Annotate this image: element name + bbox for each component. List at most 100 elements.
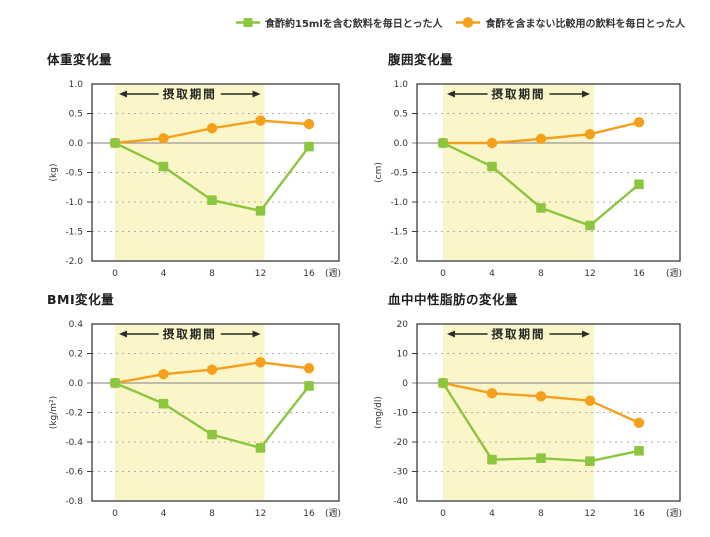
intake-arrow-left-head-icon (447, 330, 455, 338)
legend-label-control: 食酢を含まない比較用の飲料を毎日とった人 (485, 19, 686, 30)
control-data-point (303, 118, 315, 130)
x-tick-label: 8 (209, 269, 215, 279)
y-tick-label: 10 (397, 350, 409, 360)
y-tick-label: -1.0 (390, 198, 408, 208)
y-tick-label: -40 (393, 497, 408, 507)
y-tick-label: -0.4 (65, 438, 83, 448)
vinegar-data-point (634, 179, 644, 190)
chart-title-waist-change: 腹囲変化量 (388, 52, 454, 67)
y-tick-label: -1.5 (390, 228, 408, 238)
y-tick-label: -2.0 (390, 257, 408, 267)
control-data-point (158, 133, 169, 144)
x-tick-label: 16 (303, 509, 315, 519)
control-data-point (584, 128, 596, 140)
control-data-point (535, 133, 547, 145)
intake-period-label: 摂取期間 (163, 327, 217, 341)
x-axis-unit: (週) (325, 268, 341, 279)
legend-label-vinegar: 食酢約15mlを含む飲料を毎日とった人 (265, 19, 443, 30)
control-data-point (303, 363, 315, 374)
x-tick-label: 0 (440, 509, 446, 519)
y-tick-label: 0.0 (69, 379, 84, 389)
y-tick-label: 20 (397, 320, 409, 330)
intake-period-label: 摂取期間 (492, 327, 546, 341)
y-tick-label: 1.0 (394, 80, 409, 90)
y-tick-label: 0.5 (394, 110, 408, 120)
legend-item-vinegar: 食酢約15mlを含む飲料を毎日とった人 (236, 15, 442, 30)
x-tick-label: 4 (161, 509, 167, 519)
x-tick-label: 8 (538, 269, 544, 279)
vinegar-data-point (438, 378, 448, 388)
control-data-point (158, 368, 169, 380)
x-axis-unit: (週) (325, 508, 341, 519)
vinegar-data-point (110, 138, 120, 148)
y-tick-label: 0.0 (394, 139, 409, 149)
vinegar-data-point (304, 141, 314, 152)
intake-arrow-right-head-icon (582, 90, 590, 98)
control-data-point (584, 395, 596, 406)
vinegar-data-point (304, 381, 314, 391)
bmi-change-chart: 摂取期間 0.4 0.2 0.0 -0.2 -0.4 -0.6 -0.8 0 4 8 12 16 (週) (… (49, 320, 341, 519)
y-tick-label: -0.8 (65, 497, 83, 507)
x-tick-label: 12 (584, 269, 595, 279)
control-data-point (486, 388, 498, 399)
triglyceride-change-chart: 摂取期間 20 10 0 -10 -20 -30 -40 0 4 8 12 16 (週) (mg/dl) (374, 320, 682, 519)
waist-change-chart: 摂取期間 1.0 0.5 0.0 -0.5 -1.0 -1.5 -2.0 0 4 8 12 16 (週) (… (374, 80, 682, 279)
intake-period-label: 摂取期間 (163, 87, 217, 101)
y-tick-label: -0.6 (65, 468, 83, 478)
intake-arrow-right-head-icon (582, 330, 590, 338)
x-tick-label: 4 (161, 269, 167, 279)
plot-frame (91, 323, 340, 502)
y-tick-label: -30 (393, 468, 408, 478)
control-data-point (535, 391, 547, 402)
plot-frame (416, 83, 681, 262)
vinegar-data-point (536, 203, 546, 213)
x-tick-label: 4 (489, 269, 495, 279)
x-tick-label: 8 (538, 509, 544, 519)
x-tick-label: 4 (489, 509, 495, 519)
legend-circle-marker-icon (463, 17, 474, 28)
weight-change-chart: 摂取期間 1.0 0.5 0.0 -0.5 -1.0 -1.5 -2.0 0 4 8 12 16 (週) (… (49, 80, 341, 279)
vinegar-data-point (255, 206, 266, 216)
x-tick-label: 12 (584, 509, 595, 519)
x-tick-label: 0 (440, 269, 446, 279)
legend-item-control: 食酢を含まない比較用の飲料を毎日とった人 (456, 15, 685, 30)
x-tick-label: 16 (633, 269, 645, 279)
intake-arrow-left-head-icon (119, 330, 127, 338)
vinegar-data-point (585, 456, 595, 466)
y-axis-unit: (mg/dl) (374, 396, 384, 429)
y-tick-label: 0 (402, 379, 408, 389)
intake-arrow-left-head-icon (447, 90, 455, 98)
vinegar-data-point (438, 138, 448, 148)
x-tick-label: 0 (112, 509, 118, 519)
vinegar-data-point (207, 195, 217, 206)
x-tick-label: 12 (255, 269, 266, 279)
x-axis-unit: (週) (666, 268, 682, 279)
y-tick-label: -1.5 (65, 228, 83, 238)
control-data-point (206, 364, 218, 375)
vinegar-series-marker-icon (236, 18, 260, 27)
control-data-point (486, 137, 498, 149)
vinegar-data-point (207, 429, 217, 440)
control-data-point (206, 123, 218, 134)
y-tick-label: -2.0 (65, 257, 83, 267)
chart-title-weight-change: 体重変化量 (47, 52, 113, 67)
control-data-point (633, 117, 645, 128)
control-data-point (255, 357, 266, 368)
intake-period-label: 摂取期間 (492, 87, 546, 101)
legend: 食酢約15mlを含む飲料を毎日とった人 食酢を含まない比較用の飲料を毎日とった人 (236, 15, 685, 30)
plot-frame (416, 323, 681, 502)
y-tick-label: -0.5 (390, 169, 408, 179)
y-tick-label: -0.5 (65, 169, 83, 179)
y-tick-label: 1.0 (69, 80, 84, 90)
vinegar-data-point (158, 161, 169, 172)
x-tick-label: 0 (112, 269, 118, 279)
x-axis-unit: (週) (666, 508, 682, 519)
vinegar-data-point (110, 378, 120, 388)
x-tick-label: 16 (633, 509, 645, 519)
y-tick-label: 0.5 (69, 110, 83, 120)
vinegar-data-point (487, 161, 497, 172)
y-tick-label: -0.2 (65, 409, 83, 419)
chart-title-bmi-change: BMI変化量 (47, 292, 115, 307)
y-axis-unit: (cm) (374, 162, 384, 183)
